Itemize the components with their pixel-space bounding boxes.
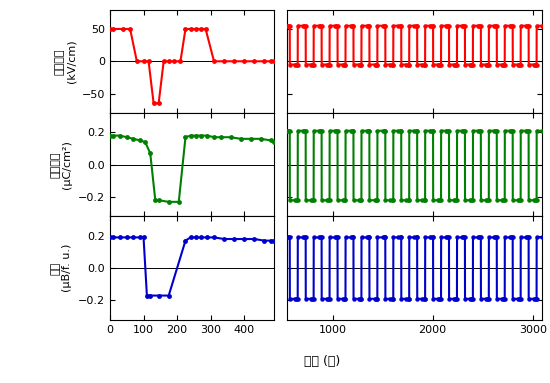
Y-axis label: 磁化
(μB/f. u.): 磁化 (μB/f. u.): [51, 244, 73, 292]
Y-axis label: 電気分極
(μC/cm²): 電気分極 (μC/cm²): [51, 140, 73, 189]
Text: 時間 (秒): 時間 (秒): [304, 355, 340, 368]
Y-axis label: 印加電場
(kV/cm): 印加電場 (kV/cm): [54, 39, 76, 83]
